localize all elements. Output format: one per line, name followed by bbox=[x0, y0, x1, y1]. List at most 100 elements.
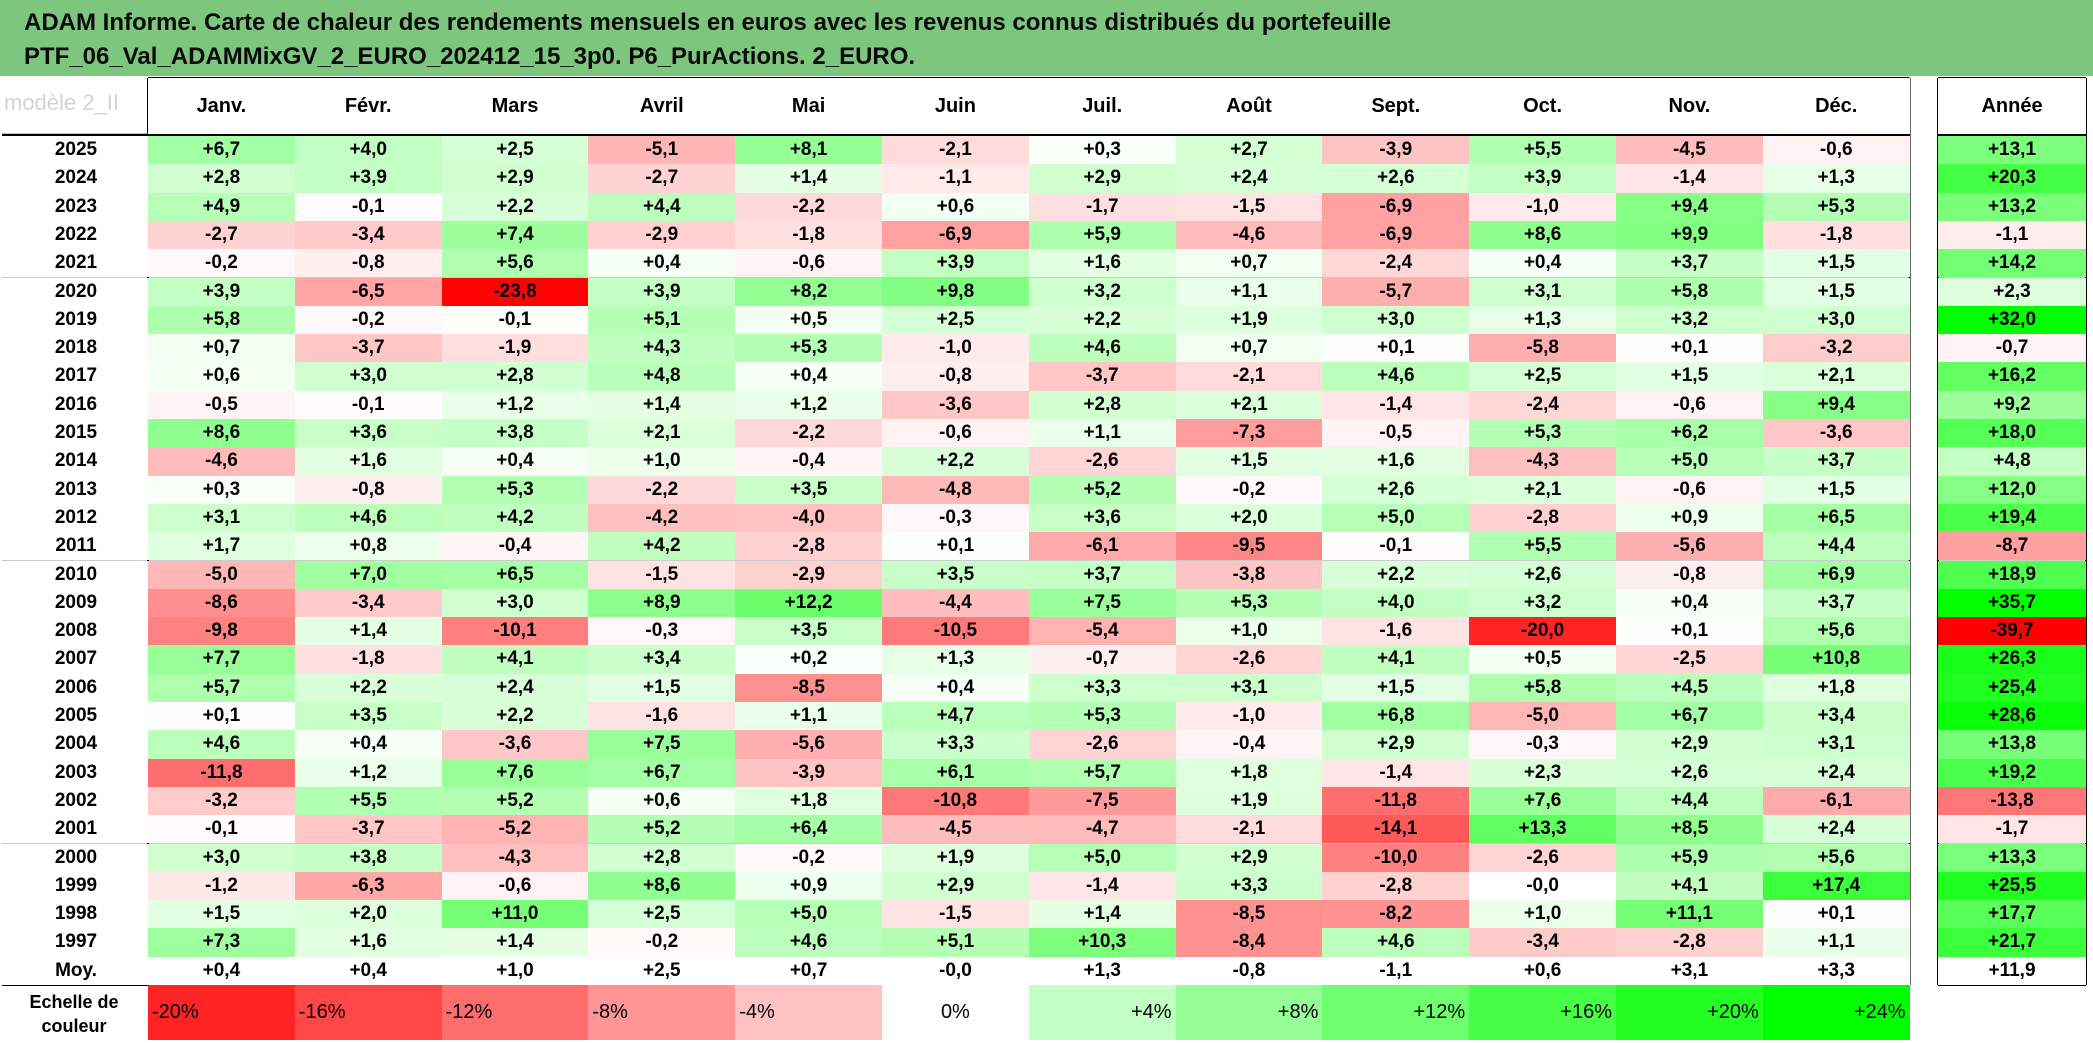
heatmap-cell: +2,9 bbox=[441, 164, 589, 193]
column-header-1: Janv. bbox=[148, 78, 295, 134]
heatmap-cell: +4,0 bbox=[294, 136, 442, 165]
heatmap-cell: +5,5 bbox=[294, 786, 442, 816]
heatmap-cell: +2,4 bbox=[1175, 164, 1323, 193]
heatmap-cell: -2,5 bbox=[1616, 645, 1763, 674]
heatmap-cell: -9,8 bbox=[148, 617, 295, 646]
heatmap-cell: -0,2 bbox=[588, 928, 736, 957]
heatmap-cell: +3,9 bbox=[882, 249, 1029, 278]
annual-cell: +13,1 bbox=[1938, 136, 2086, 165]
heatmap-cell: +0,9 bbox=[735, 871, 882, 901]
heatmap-cell: +2,5 bbox=[441, 136, 589, 165]
column-header-annual: Année bbox=[1938, 78, 2086, 134]
row-year-label: 2009 bbox=[2, 588, 150, 618]
row-year-label: 2000 bbox=[2, 843, 150, 872]
heatmap-cell: -5,7 bbox=[1322, 277, 1470, 306]
heatmap-cell: -5,0 bbox=[148, 560, 295, 589]
heatmap-cell: +1,3 bbox=[882, 645, 1029, 674]
heatmap-cell: +2,0 bbox=[1175, 503, 1323, 533]
row-year-label: 2004 bbox=[2, 730, 150, 759]
heatmap-cell: +3,1 bbox=[1762, 730, 1910, 759]
heatmap-cell: +8,1 bbox=[735, 136, 882, 165]
heatmap-cell: -6,1 bbox=[1762, 786, 1910, 816]
heatmap-cell: +2,9 bbox=[1616, 730, 1763, 759]
heatmap-cell: -1,4 bbox=[1028, 871, 1176, 901]
heatmap-cell: -2,9 bbox=[735, 560, 882, 589]
heatmap-cell: +6,7 bbox=[148, 136, 295, 165]
annual-cell: +19,4 bbox=[1938, 503, 2086, 533]
annual-cell: +25,5 bbox=[1938, 871, 2086, 901]
heatmap-cell: -0,1 bbox=[294, 192, 442, 221]
heatmap-cell: +4,3 bbox=[588, 334, 736, 363]
annual-cell: +13,8 bbox=[1938, 730, 2086, 759]
heatmap-cell: +0,4 bbox=[441, 447, 589, 476]
color-scale-step: -8% bbox=[588, 985, 736, 1040]
heatmap-cell: -4,3 bbox=[1469, 447, 1616, 476]
heatmap-cell: -0,8 bbox=[1616, 560, 1763, 589]
heatmap-cell: -3,6 bbox=[882, 390, 1029, 419]
heatmap-cell: -23,8 bbox=[441, 277, 589, 306]
heatmap-cell: +7,4 bbox=[441, 220, 589, 250]
heatmap-cell: +2,1 bbox=[1175, 390, 1323, 419]
heatmap-cell: -2,9 bbox=[588, 220, 736, 250]
heatmap-cell: -1,2 bbox=[148, 871, 295, 901]
row-year-label: 2019 bbox=[2, 305, 150, 335]
heatmap-cell: +1,4 bbox=[735, 164, 882, 193]
title-line-1: ADAM Informe. Carte de chaleur des rende… bbox=[24, 9, 1392, 36]
heatmap-cell: +3,1 bbox=[1469, 277, 1616, 306]
heatmap-cell: -2,2 bbox=[735, 192, 882, 221]
heatmap-cell: +3,4 bbox=[1762, 702, 1910, 731]
heatmap-cell: -4,6 bbox=[148, 447, 295, 476]
annual-cell: +35,7 bbox=[1938, 588, 2086, 618]
heatmap-cell: -8,5 bbox=[1175, 900, 1323, 929]
heatmap-cell: +7,5 bbox=[588, 730, 736, 759]
heatmap-cell: -2,8 bbox=[1616, 928, 1763, 957]
column-header-6: Juin bbox=[882, 78, 1029, 134]
heatmap-cell: -10,8 bbox=[882, 786, 1029, 816]
heatmap-cell: +1,4 bbox=[1028, 900, 1176, 929]
heatmap-cell: -4,8 bbox=[882, 475, 1029, 504]
heatmap-cell: -5,6 bbox=[735, 730, 882, 759]
heatmap-cell: +1,0 bbox=[588, 447, 736, 476]
heatmap-cell: +3,7 bbox=[1762, 588, 1910, 618]
average-cell: +2,5 bbox=[588, 956, 736, 985]
row-year-label: 2025 bbox=[2, 136, 150, 165]
heatmap-cell: +5,6 bbox=[1762, 617, 1910, 646]
heatmap-cell: +0,1 bbox=[148, 702, 295, 731]
heatmap-cell: +1,6 bbox=[1028, 249, 1176, 278]
column-header-5: Mai bbox=[735, 78, 882, 134]
heatmap-cell: +2,5 bbox=[1469, 362, 1616, 391]
heatmap-cell: +0,4 bbox=[735, 362, 882, 391]
heatmap-cell: -2,6 bbox=[1469, 843, 1616, 872]
heatmap-cell: -1,4 bbox=[1322, 758, 1470, 787]
heatmap-cell: -1,0 bbox=[882, 334, 1029, 363]
row-year-label: 2017 bbox=[2, 362, 150, 391]
heatmap-cell: -3,9 bbox=[735, 758, 882, 787]
color-scale-step: +24% bbox=[1762, 985, 1910, 1040]
heatmap-cell: +2,7 bbox=[1175, 136, 1323, 165]
heatmap-cell: +2,1 bbox=[1469, 475, 1616, 504]
column-header-7: Juil. bbox=[1028, 78, 1176, 134]
heatmap-cell: -2,6 bbox=[1028, 730, 1176, 759]
heatmap-cell: +4,4 bbox=[588, 192, 736, 221]
color-scale-step: +16% bbox=[1469, 985, 1616, 1040]
heatmap-cell: +5,1 bbox=[588, 305, 736, 335]
annual-cell: +2,3 bbox=[1938, 277, 2086, 306]
heatmap-cell: -8,4 bbox=[1175, 928, 1323, 957]
heatmap-cell: +5,0 bbox=[1028, 843, 1176, 872]
heatmap-cell: +1,2 bbox=[294, 758, 442, 787]
heatmap-cell: +2,6 bbox=[1322, 164, 1470, 193]
heatmap-cell: +5,3 bbox=[1762, 192, 1910, 221]
heatmap-cell: +2,5 bbox=[588, 900, 736, 929]
heatmap-cell: +1,2 bbox=[735, 390, 882, 419]
column-header-2: Févr. bbox=[294, 78, 442, 134]
heatmap-cell: -2,4 bbox=[1469, 390, 1616, 419]
heatmap-cell: +7,7 bbox=[148, 645, 295, 674]
heatmap-cell: +5,2 bbox=[441, 786, 589, 816]
heatmap-cell: -10,0 bbox=[1322, 843, 1470, 872]
heatmap-cell: -0,1 bbox=[441, 305, 589, 335]
color-scale-step: -4% bbox=[735, 985, 882, 1040]
row-year-label: 2015 bbox=[2, 419, 150, 448]
heatmap-cell: +3,0 bbox=[294, 362, 442, 391]
heatmap-cell: +5,6 bbox=[1762, 843, 1910, 872]
heatmap-cell: +3,6 bbox=[1028, 503, 1176, 533]
